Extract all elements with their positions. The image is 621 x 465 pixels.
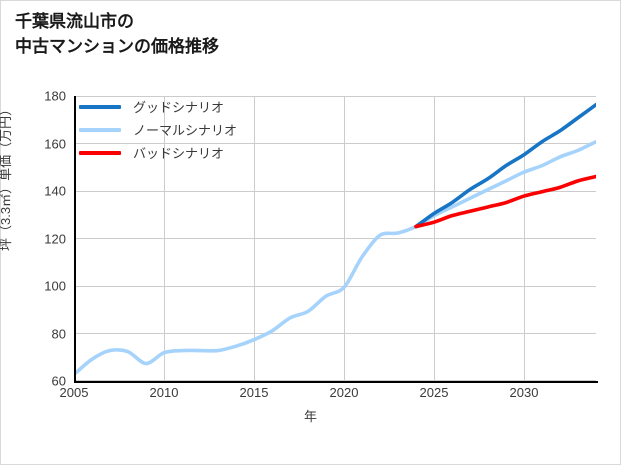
x-tick-label: 2020 <box>329 385 359 400</box>
x-tick-label: 2015 <box>239 385 269 400</box>
x-axis-title: 年 <box>303 409 317 424</box>
series-line-bad <box>414 174 596 229</box>
legend-item-good[interactable]: グッドシナリオ <box>79 95 294 118</box>
plot-axis-frame <box>74 96 598 383</box>
legend-swatch-normal <box>79 127 121 132</box>
series-line-normal <box>74 139 596 377</box>
legend-swatch-bad <box>79 150 121 155</box>
y-tick-label: 120 <box>44 231 66 246</box>
legend-label-normal: ノーマルシナリオ <box>133 123 238 138</box>
legend-item-normal[interactable]: ノーマルシナリオ <box>79 118 294 141</box>
x-tick-label: 2010 <box>149 385 179 400</box>
y-tick-label: 180 <box>44 88 66 104</box>
legend-item-bad[interactable]: バッドシナリオ <box>79 141 294 164</box>
x-tick-label: 2025 <box>419 385 449 400</box>
x-tick-label: 2005 <box>59 385 89 400</box>
legend-swatch-good <box>79 104 121 109</box>
y-axis-title: 坪（3.3㎡）単価（万円） <box>0 102 13 251</box>
y-tick-label: 160 <box>44 136 66 151</box>
y-tick-label: 140 <box>44 183 66 199</box>
chart-legend: グッドシナリオ ノーマルシナリオ バッドシナリオ <box>79 95 294 164</box>
series-line-good <box>414 102 596 229</box>
plot-area <box>74 96 598 383</box>
legend-label-good: グッドシナリオ <box>133 100 225 115</box>
y-tick-label: 60 <box>51 373 66 389</box>
chart-svg <box>74 96 596 381</box>
legend-label-bad: バッドシナリオ <box>133 146 225 161</box>
y-tick-label: 80 <box>51 326 66 341</box>
horizontal-gridlines <box>74 96 596 381</box>
y-tick-label: 100 <box>44 278 66 294</box>
x-tick-label: 2030 <box>509 385 539 400</box>
chart-title: 千葉県流山市の 中古マンションの価格推移 <box>15 12 219 56</box>
